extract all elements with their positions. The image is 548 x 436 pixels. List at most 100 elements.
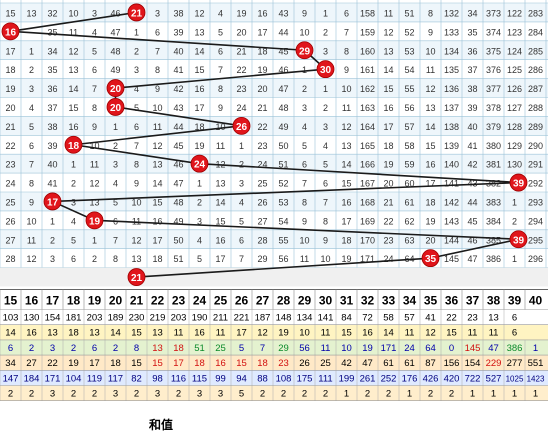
stat-cell: 104 [66, 373, 82, 384]
column-header: 24 [193, 294, 207, 308]
table-cell: 287 [528, 84, 543, 94]
column-header: 40 [529, 294, 543, 308]
table-cell: 19 [194, 141, 204, 151]
table-cell: 139 [444, 141, 459, 151]
stat-cell: 61 [404, 358, 415, 369]
stat-cell: 22 [446, 313, 457, 324]
table-cell: 17 [152, 235, 162, 245]
table-cell: 122 [507, 8, 522, 18]
column-header: 26 [235, 294, 249, 308]
table-cell: 161 [360, 65, 375, 75]
table-cell: 380 [486, 141, 501, 151]
table-cell: 26 [5, 216, 15, 226]
stat-cell: 252 [381, 373, 397, 384]
table-cell: 28 [5, 254, 15, 264]
table-cell: 9 [323, 235, 328, 245]
ball-label: 21 [131, 8, 143, 19]
table-cell: 23 [5, 160, 15, 170]
table-cell: 3 [302, 103, 307, 113]
table-cell: 56 [278, 254, 288, 264]
number-ball: 35 [421, 249, 440, 268]
table-cell: 2 [29, 65, 34, 75]
stat-cell: 16 [194, 328, 205, 339]
table-cell: 49 [278, 122, 288, 132]
stat-cell: 171 [381, 343, 397, 354]
table-cell: 10 [425, 46, 435, 56]
table-cell: 376 [486, 65, 501, 75]
grid-row-bg [0, 192, 548, 211]
ball-label: 39 [513, 235, 525, 246]
table-cell: 15 [425, 141, 435, 151]
table-cell: 21 [236, 46, 246, 56]
stat-cell: 23 [467, 313, 478, 324]
table-cell: 14 [194, 46, 204, 56]
table-cell: 27 [5, 235, 15, 245]
table-cell: 11 [384, 8, 393, 18]
table-cell: 55 [278, 235, 288, 245]
table-cell: 1 [113, 122, 118, 132]
table-cell: 7 [344, 27, 349, 37]
table-cell: 127 [507, 103, 522, 113]
table-cell: 383 [486, 197, 501, 207]
table-cell: 133 [444, 27, 459, 37]
table-cell: 51 [404, 8, 414, 18]
table-cell: 43 [467, 179, 477, 189]
table-cell: 12 [383, 27, 393, 37]
ball-label: 16 [5, 27, 17, 38]
stat-cell: 154 [45, 313, 61, 324]
stat-cell: 184 [24, 373, 40, 384]
table-cell: 144 [444, 235, 459, 245]
stat-cell: 15 [446, 328, 457, 339]
table-cell: 16 [341, 197, 351, 207]
stat-cell: 18 [257, 358, 268, 369]
table-cell: 20 [5, 103, 15, 113]
table-cell: 5 [92, 46, 97, 56]
table-cell: 283 [528, 8, 543, 18]
table-cell: 49 [110, 65, 120, 75]
table-cell: 15 [383, 84, 393, 94]
table-cell: 6 [155, 27, 160, 37]
table-cell: 40 [173, 46, 183, 56]
stat-cell: 15 [152, 358, 163, 369]
table-cell: 18 [383, 141, 393, 151]
table-cell: 17 [257, 27, 267, 37]
table-cell: 6 [218, 46, 223, 56]
table-cell: 46 [173, 160, 183, 170]
table-cell: 294 [528, 216, 543, 226]
stat-cell: 2 [449, 389, 454, 400]
table-cell: 19 [257, 65, 267, 75]
stat-cell: 2 [281, 389, 286, 400]
stat-cell: 15 [131, 358, 142, 369]
table-cell: 14 [383, 65, 393, 75]
stat-cell: 27 [26, 358, 37, 369]
table-cell: 23 [236, 84, 246, 94]
table-cell: 19 [383, 160, 393, 170]
table-cell: 10 [215, 122, 225, 132]
number-ball: 17 [43, 192, 62, 211]
stat-cell: 47 [362, 358, 373, 369]
table-cell: 54 [278, 216, 288, 226]
table-cell: 5 [218, 27, 223, 37]
stat-row-bg [0, 339, 548, 356]
table-cell: 138 [444, 122, 459, 132]
grid-row-bg [0, 267, 548, 287]
table-cell: 17 [341, 216, 351, 226]
column-header: 37 [466, 294, 480, 308]
table-cell: 377 [486, 84, 501, 94]
stat-cell: 25 [215, 343, 226, 354]
stat-cell: 14 [110, 328, 121, 339]
stat-cell: 221 [234, 313, 250, 324]
stat-cell: 26 [299, 358, 310, 369]
stat-cell: 108 [276, 373, 292, 384]
table-cell: 2 [113, 141, 118, 151]
stat-cell: 147 [3, 373, 19, 384]
table-cell: 62 [404, 216, 414, 226]
table-cell: 10 [320, 254, 330, 264]
stat-cell: 1 [491, 389, 496, 400]
table-cell: 35 [47, 65, 57, 75]
table-cell: 13 [215, 179, 225, 189]
table-cell: 40 [47, 160, 57, 170]
stat-cell: 1 [533, 389, 538, 400]
stat-cell: 527 [486, 373, 502, 384]
